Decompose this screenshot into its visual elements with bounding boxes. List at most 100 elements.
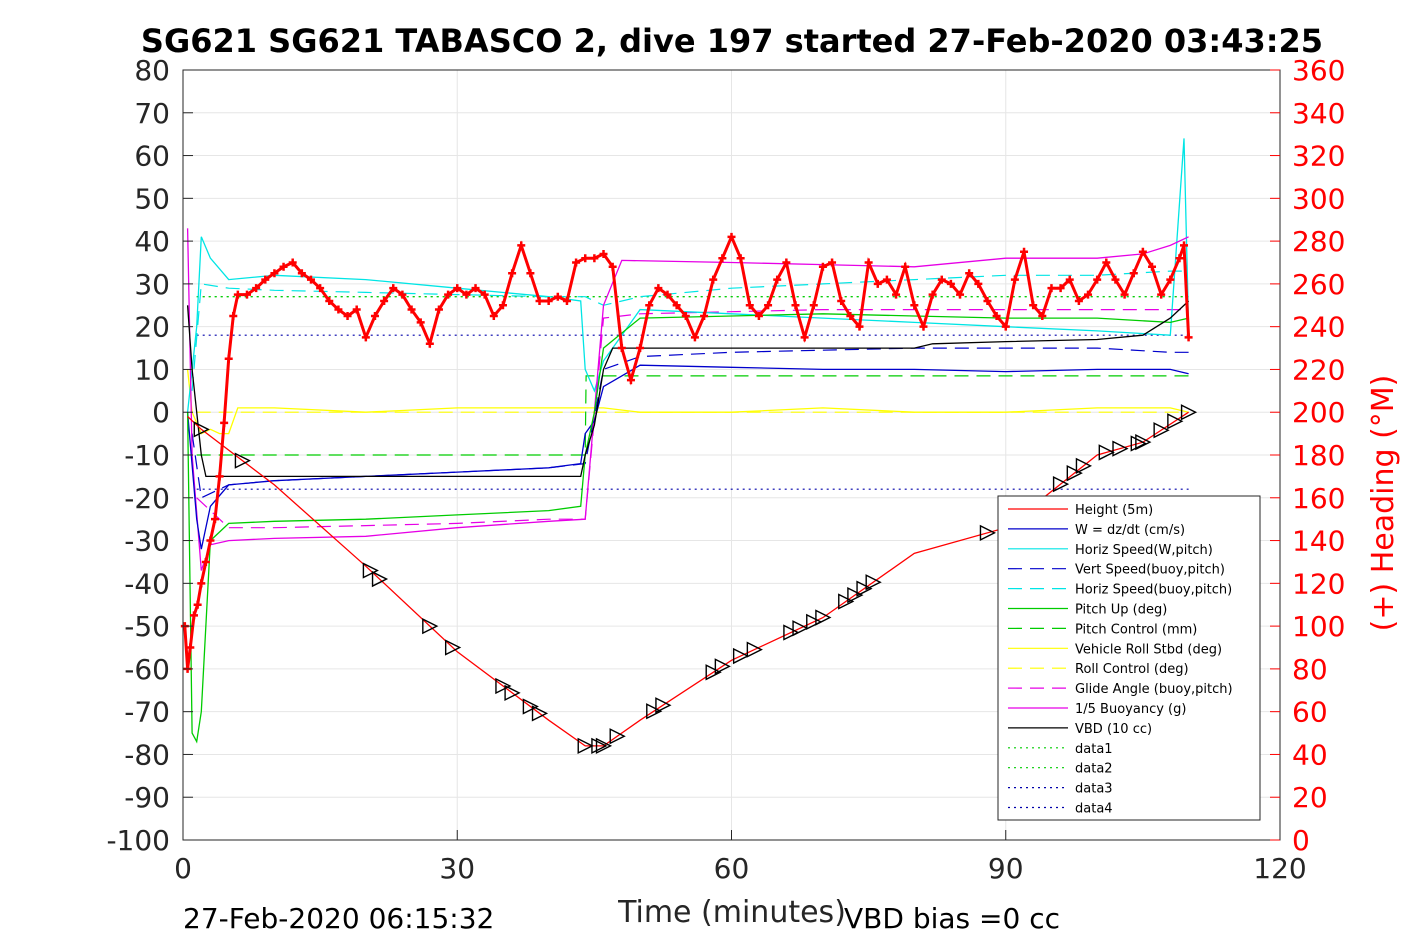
heading-point	[407, 305, 416, 314]
y-tick-label: -70	[124, 696, 170, 729]
legend-entry: VBD (10 cc)	[1075, 722, 1152, 737]
heading-point	[599, 249, 608, 258]
heading-point	[1175, 254, 1184, 263]
y-tick-label: -30	[124, 525, 170, 558]
y-right-tick-label: 260	[1292, 268, 1345, 301]
y-tick-label: -40	[124, 567, 170, 600]
heading-point	[736, 254, 745, 263]
y-tick-label: 50	[134, 182, 170, 215]
heading-point	[1102, 258, 1111, 267]
heading-point	[882, 275, 891, 284]
heading-point	[681, 311, 690, 320]
heading-point	[983, 297, 992, 305]
heading-point	[1138, 247, 1147, 256]
height-marker	[577, 737, 594, 755]
x-axis: 0 30 60 90 120	[174, 830, 1307, 885]
x-tick-label: 60	[714, 852, 750, 885]
height-marker	[234, 452, 251, 469]
y-right-tick-label: 240	[1292, 311, 1345, 344]
y-tick-label: 0	[152, 396, 170, 429]
height-marker	[705, 664, 722, 681]
heading-point	[380, 297, 389, 305]
legend-entry: Horiz Speed(W,pitch)	[1075, 543, 1213, 558]
y-tick-label: 70	[134, 97, 170, 130]
legend-entry: data2	[1075, 762, 1113, 777]
heading-point	[279, 262, 288, 271]
height-marker	[655, 697, 672, 714]
height-marker	[1098, 444, 1115, 461]
y-tick-label: 20	[134, 311, 170, 344]
y-right-tick-label: 20	[1292, 781, 1328, 814]
heading-point	[517, 241, 526, 250]
heading-layer	[180, 232, 1193, 673]
x-tick-label: 90	[988, 852, 1024, 885]
heading-point	[754, 311, 763, 320]
heading-point	[1111, 275, 1120, 284]
heading-point	[425, 339, 434, 348]
heading-point	[636, 344, 645, 353]
legend-entry: data4	[1075, 802, 1113, 817]
legend: Height (5m) W = dz/dt (cm/s) Horiz Speed(W…	[997, 495, 1261, 821]
heading-point	[800, 333, 809, 342]
heading-point	[316, 284, 325, 293]
legend-entry: data3	[1075, 782, 1113, 797]
heading-point	[1093, 275, 1102, 284]
heading-point	[782, 258, 791, 267]
heading-point	[1029, 301, 1038, 310]
heading-point	[581, 254, 590, 263]
heading-point	[325, 297, 334, 305]
heading-point	[910, 301, 919, 310]
heading-point	[572, 258, 581, 267]
legend-entry: Pitch Up (deg)	[1075, 603, 1167, 618]
heading-point	[215, 472, 224, 481]
heading-point	[818, 262, 827, 271]
series-line-5	[186, 313, 1189, 744]
heading-point	[745, 301, 754, 310]
y-right-tick-label: 180	[1292, 439, 1345, 472]
series-line-0	[187, 411, 1189, 747]
y-tick-label: -90	[124, 781, 170, 814]
y-right-tick-label: 0	[1292, 824, 1310, 857]
heading-point	[553, 292, 562, 301]
heading-point	[846, 311, 855, 320]
y-tick-label: 60	[134, 140, 170, 173]
heading-point	[370, 311, 379, 320]
heading-point	[809, 301, 818, 310]
x-axis-label: Time (minutes)	[617, 895, 846, 930]
height-marker	[1075, 457, 1093, 475]
height-marker	[495, 677, 512, 695]
heading-point	[590, 254, 599, 263]
y-tick-label: 30	[134, 268, 170, 301]
heading-point	[398, 290, 407, 299]
height-marker	[732, 647, 750, 665]
heading-point	[626, 376, 635, 385]
height-marker	[1180, 404, 1198, 421]
heading-point	[1129, 269, 1138, 278]
y-right-tick-label: 140	[1292, 525, 1345, 558]
height-marker	[1135, 434, 1152, 451]
legend-box	[997, 495, 1261, 821]
y-axis-right: 3603403203002802602402202001801601401201…	[1270, 54, 1345, 857]
legend-entry: Roll Control (deg)	[1075, 662, 1189, 677]
y-axis-left: 80 70 60 50 40 30 20 10 0 -10 -20 -30 -40 -50 -60 -70 -8…	[106, 54, 193, 857]
y-right-tick-label: 320	[1292, 140, 1345, 173]
heading-point	[956, 290, 965, 299]
heading-point	[873, 279, 882, 288]
heading-point	[526, 269, 535, 278]
heading-point	[654, 284, 663, 293]
y-right-tick-label: 280	[1292, 225, 1345, 258]
heading-point	[773, 275, 782, 284]
heading-point	[1065, 275, 1074, 284]
height-marker	[444, 639, 462, 656]
heading-point	[928, 290, 937, 299]
heading-point	[261, 275, 270, 284]
series-line-11	[186, 300, 1190, 478]
heading-point	[535, 297, 544, 305]
x-tick-label: 30	[439, 852, 475, 885]
y-tick-label: -80	[124, 738, 170, 771]
footer-vbd-bias: VBD bias =0 cc	[844, 902, 1060, 935]
heading-point	[220, 418, 229, 427]
y-right-tick-label: 160	[1292, 482, 1345, 515]
heading-point	[444, 290, 453, 299]
heading-point	[672, 301, 681, 310]
